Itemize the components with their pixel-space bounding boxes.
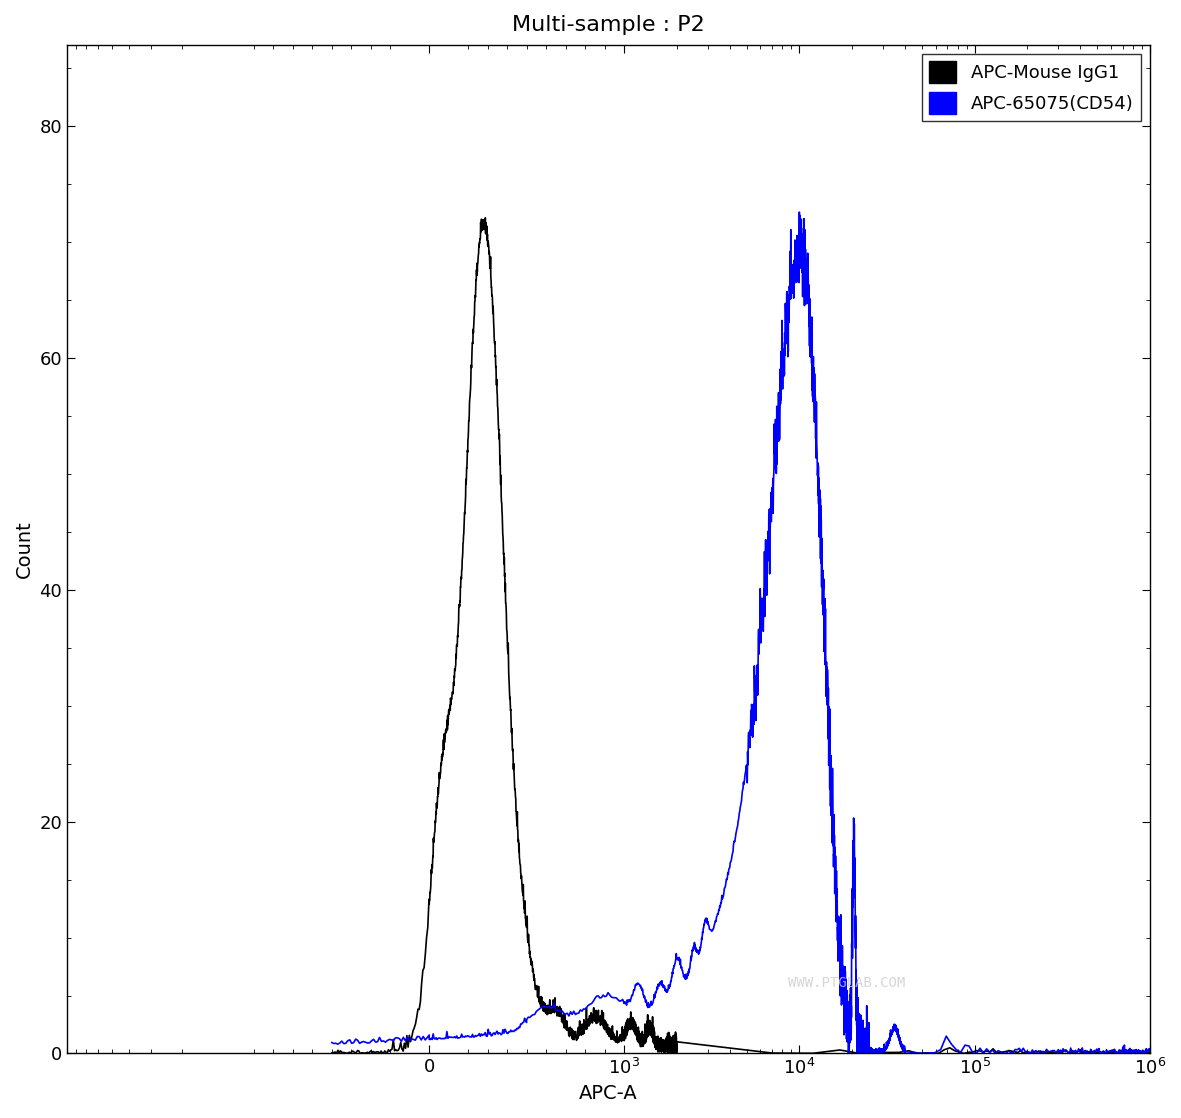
X-axis label: APC-A: APC-A: [579, 1084, 638, 1103]
Y-axis label: Count: Count: [15, 520, 34, 578]
Title: Multi-sample : P2: Multi-sample : P2: [513, 15, 705, 35]
Text: WWW.PTGLAB.COM: WWW.PTGLAB.COM: [788, 976, 906, 989]
Legend: APC-Mouse IgG1, APC-65075(CD54): APC-Mouse IgG1, APC-65075(CD54): [922, 54, 1141, 122]
